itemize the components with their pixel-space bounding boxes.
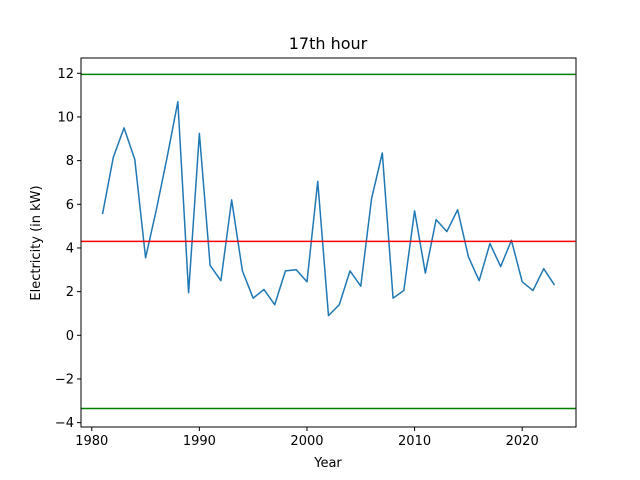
- x-tick-label: 1980: [75, 434, 108, 449]
- y-axis-ticks: −4 −2 0 2 4 6 8 10 12: [55, 67, 81, 431]
- y-tick-label: −2: [55, 372, 74, 387]
- y-tick-label: −4: [55, 416, 74, 431]
- y-tick-label: 8: [66, 154, 74, 169]
- y-tick-label: 12: [57, 67, 74, 82]
- x-axis-label: Year: [313, 456, 342, 471]
- x-tick-label: 2000: [290, 434, 323, 449]
- y-tick-label: 10: [57, 110, 74, 125]
- plot-frame: [80, 57, 577, 428]
- x-axis-ticks: 1980 1990 2000 2010 2020: [75, 427, 539, 449]
- series-line-0: [101, 100, 556, 317]
- y-tick-label: 6: [66, 198, 74, 213]
- x-tick-label: 1990: [183, 434, 216, 449]
- x-tick-label: 2010: [398, 434, 431, 449]
- chart-title: 17th hour: [289, 34, 368, 53]
- x-tick-label: 2020: [506, 434, 539, 449]
- plot-lines: [81, 73, 576, 410]
- y-tick-label: 0: [66, 329, 74, 344]
- y-axis-label: Electricity (in kW): [29, 185, 44, 300]
- y-tick-label: 2: [66, 285, 74, 300]
- y-tick-label: 4: [66, 241, 74, 256]
